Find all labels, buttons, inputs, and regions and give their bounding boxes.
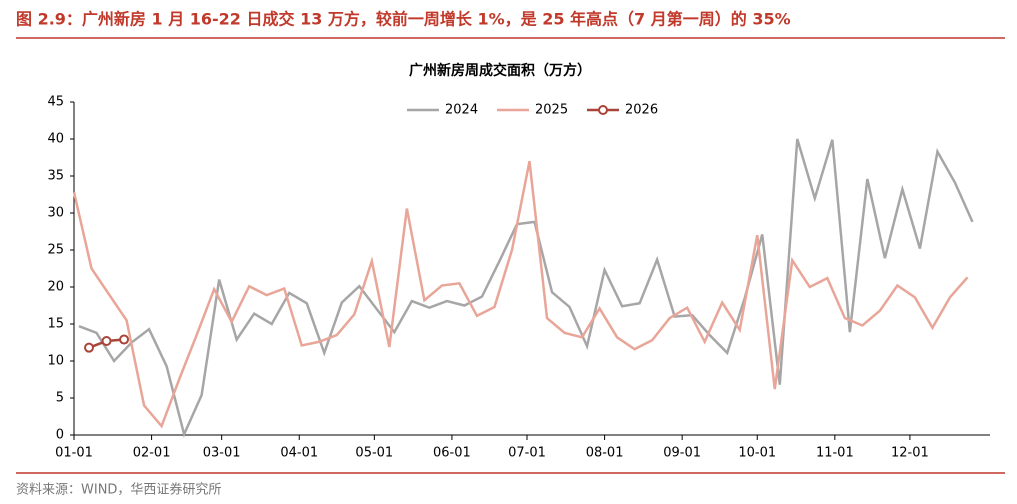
- x-tick-label: 01-01: [55, 446, 93, 461]
- x-tick-label: 10-01: [738, 446, 776, 461]
- y-tick-label: 20: [47, 280, 64, 295]
- y-tick-label: 5: [56, 391, 64, 406]
- y-tick-label: 15: [47, 317, 64, 332]
- chart-title: 广州新房周成交面积（万方）: [409, 62, 591, 79]
- source: 资料来源：WIND，华西证券研究所: [16, 482, 221, 498]
- y-tick-label: 45: [47, 95, 64, 110]
- y-tick-label: 40: [47, 132, 64, 147]
- x-tick-label: 08-01: [586, 446, 624, 461]
- y-tick-label: 35: [47, 169, 64, 184]
- point: [101, 336, 112, 347]
- x-tick-label: 05-01: [355, 446, 393, 461]
- legend-label: 2025: [535, 103, 568, 118]
- y-tick-label: 0: [56, 428, 64, 443]
- x-tick-label: 12-01: [891, 446, 929, 461]
- x-tick-label: 11-01: [816, 446, 854, 461]
- x-tick-label: 04-01: [280, 446, 318, 461]
- x-tick-label: 06-01: [433, 446, 471, 461]
- series-line: [78, 138, 974, 439]
- y-tick-label: 10: [47, 354, 64, 369]
- legend-marker: [598, 105, 608, 115]
- x-tick-label: 02-01: [133, 446, 171, 461]
- series-line: [72, 160, 969, 429]
- y-tick-label: 25: [47, 243, 64, 258]
- x-tick-label: 03-01: [203, 446, 241, 461]
- x-tick-label: 07-01: [508, 446, 546, 461]
- legend-label: 2026: [625, 103, 658, 118]
- point: [119, 334, 130, 345]
- figure-title: 图 2.9：广州新房 1 月 16-22 日成交 13 万方，较前一周增长 1%…: [16, 10, 791, 29]
- point: [84, 342, 95, 353]
- y-tick-label: 30: [47, 206, 64, 221]
- x-tick-label: 09-01: [663, 446, 701, 461]
- legend-label: 2024: [445, 103, 478, 118]
